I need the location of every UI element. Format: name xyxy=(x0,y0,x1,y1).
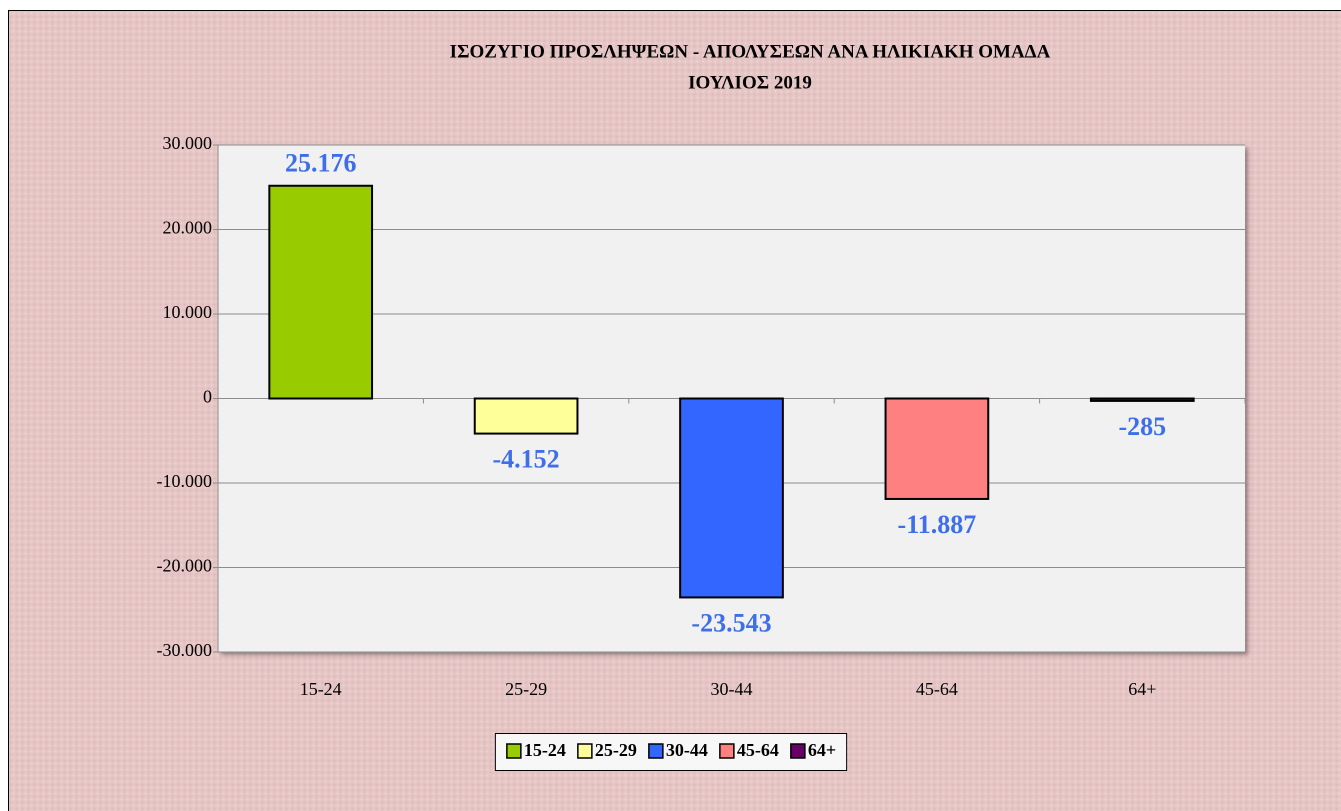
x-tick-label: 25-29 xyxy=(505,679,547,699)
bar xyxy=(268,184,374,400)
bar xyxy=(1089,397,1195,402)
x-tick-label: 15-24 xyxy=(300,679,342,699)
legend-label: 30-44 xyxy=(666,740,708,760)
value-label: -285 xyxy=(1118,412,1166,441)
legend-swatch xyxy=(506,743,522,759)
legend-label: 45-64 xyxy=(737,740,779,760)
legend-box xyxy=(494,733,848,771)
legend-label: 64+ xyxy=(808,740,836,760)
x-tick-label: 45-64 xyxy=(916,679,958,699)
bar xyxy=(679,397,784,599)
y-tick-label: 20.000 xyxy=(163,218,213,238)
y-tick-label: -30.000 xyxy=(157,640,213,660)
value-label: 25.176 xyxy=(285,149,357,178)
legend-swatch xyxy=(577,743,593,759)
legend-swatch xyxy=(648,743,664,759)
legend-swatch xyxy=(790,743,806,759)
value-label: -23.543 xyxy=(691,608,771,637)
y-tick-label: 0 xyxy=(203,387,212,407)
legend-label: 15-24 xyxy=(524,740,566,760)
chart-title: ΙΣΟΖΥΓΙΟ ΠΡΟΣΛΗΨΕΩΝ - ΑΠΟΛΥΣΕΩΝ ΑΝΑ ΗΛΙΚ… xyxy=(450,41,1051,62)
x-tick-label: 30-44 xyxy=(711,679,753,699)
value-label: -11.887 xyxy=(898,510,977,539)
y-tick-label: 30.000 xyxy=(163,133,213,153)
y-tick-label: 10.000 xyxy=(163,302,213,322)
y-tick-label: -10.000 xyxy=(157,471,213,491)
chart-subtitle: ΙΟΥΛΙΟΣ 2019 xyxy=(688,72,812,93)
bar xyxy=(473,397,579,435)
x-tick-label: 64+ xyxy=(1128,679,1156,699)
legend: 15-24 25-29 30-44 45-64 64+ xyxy=(494,733,848,771)
y-tick-label: -20.000 xyxy=(157,556,213,576)
legend-label: 25-29 xyxy=(595,740,637,760)
bar xyxy=(884,397,990,500)
legend-swatch xyxy=(719,743,735,759)
value-label: -4.152 xyxy=(493,445,560,474)
